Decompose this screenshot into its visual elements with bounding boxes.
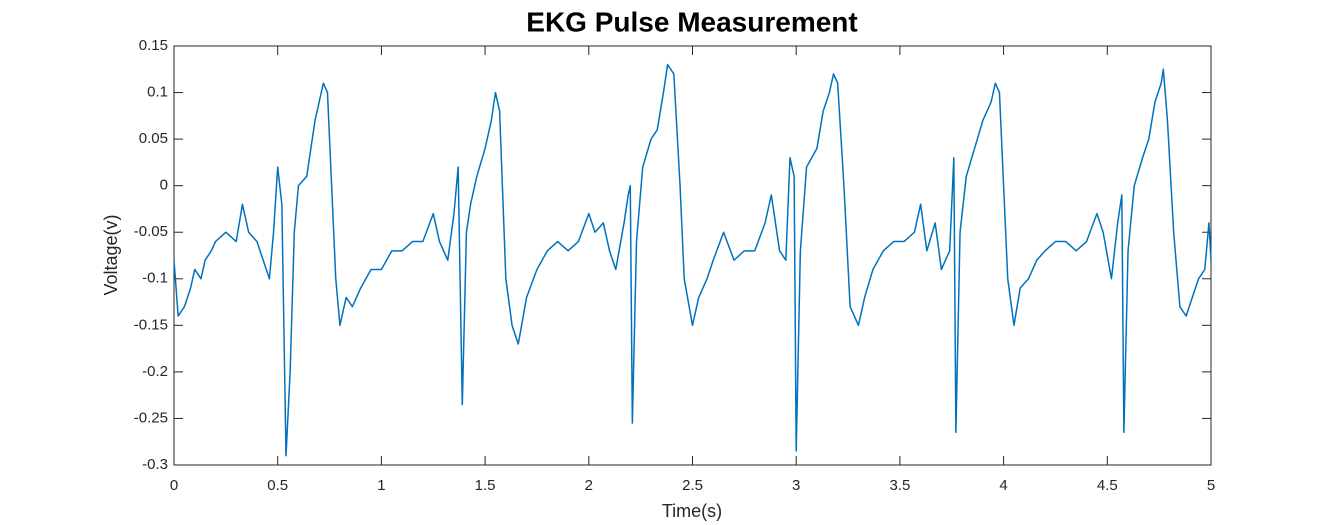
- plot-area: [173, 45, 1212, 466]
- x-tick-label: 4.5: [1097, 477, 1118, 494]
- y-tick-label: 0: [160, 177, 168, 194]
- x-tick-label: 2.5: [682, 477, 703, 494]
- y-axis-label: Voltage(v): [101, 214, 121, 295]
- x-tick-label: 3: [792, 477, 800, 494]
- x-tick-label: 0: [170, 477, 178, 494]
- chart-title: EKG Pulse Measurement: [526, 6, 857, 37]
- x-tick-label: 1.5: [475, 477, 496, 494]
- y-tick-label: 0.15: [139, 37, 168, 54]
- x-tick-label: 2: [585, 477, 593, 494]
- x-axis-label: Time(s): [662, 501, 722, 521]
- x-tick-label: 1: [377, 477, 385, 494]
- y-tick-label: -0.3: [142, 456, 168, 473]
- y-tick-label: 0.05: [139, 130, 168, 147]
- y-tick-label: -0.05: [134, 223, 168, 240]
- y-tick-label: 0.1: [147, 84, 168, 101]
- y-tick-label: -0.25: [134, 409, 168, 426]
- x-tick-label: 4: [999, 477, 1007, 494]
- x-tick-label: 3.5: [889, 477, 910, 494]
- x-tick-label: 0.5: [267, 477, 288, 494]
- x-tick-label: 5: [1207, 477, 1215, 494]
- y-tick-label: -0.2: [142, 363, 168, 380]
- y-tick-label: -0.15: [134, 316, 168, 333]
- y-tick-label: -0.1: [142, 270, 168, 287]
- data-line: [173, 63, 1212, 457]
